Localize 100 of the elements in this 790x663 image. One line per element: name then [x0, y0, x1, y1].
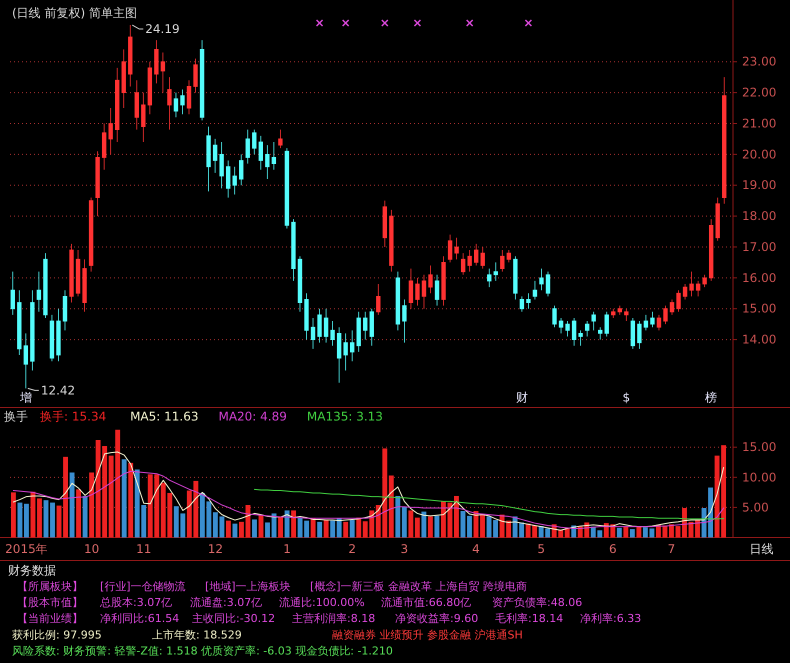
candlestick — [402, 299, 407, 344]
candlestick — [526, 292, 531, 310]
candlestick — [226, 160, 230, 198]
bar — [428, 516, 433, 538]
y-tick-label: 10.00 — [742, 470, 776, 484]
candlestick — [604, 311, 609, 337]
x-tick-label: 2015年 — [5, 542, 48, 556]
candlestick — [454, 237, 459, 260]
candlestick — [154, 40, 159, 84]
x-tick-label: 5 — [537, 542, 545, 556]
text: 融资融券 业绩预升 参股金融 沪港通SH — [332, 628, 523, 642]
candlestick — [232, 166, 237, 195]
text: 流通盘:3.07亿 — [190, 596, 262, 609]
candlestick — [415, 277, 420, 306]
bar — [82, 496, 88, 538]
annotation: 24.19 — [145, 22, 180, 36]
bar — [122, 459, 127, 538]
bar — [167, 492, 172, 538]
text: [概念]一新三板 金融改革 上海自贸 跨境电商 — [310, 580, 528, 593]
bar — [226, 520, 231, 538]
candlestick — [396, 271, 400, 331]
candlestick — [670, 299, 674, 316]
candlestick — [108, 108, 113, 155]
candlestick — [330, 320, 335, 346]
x-tick-label: 增 — [18, 390, 32, 404]
candlestick — [343, 333, 348, 371]
candlestick — [663, 305, 668, 325]
candlestick — [702, 274, 707, 288]
text: 流通比:100.00% — [279, 596, 365, 609]
candlestick — [200, 40, 204, 121]
x-tick-label: 2 — [348, 542, 356, 556]
candlestick — [460, 252, 466, 276]
candlestick — [448, 234, 452, 263]
text: 财务数据 — [8, 564, 56, 578]
x-tick-label: 6 — [609, 542, 617, 556]
bar — [252, 519, 257, 538]
candlestick — [441, 256, 446, 306]
candlestick — [62, 290, 68, 331]
text: 【所属板块】 — [17, 580, 83, 593]
candlestick — [82, 258, 87, 312]
candlestick — [682, 284, 688, 300]
candlestick — [539, 268, 544, 291]
line-series — [254, 488, 724, 520]
text: 毛利率:18.14 — [495, 612, 564, 625]
candlestick — [546, 271, 550, 297]
candlestick — [24, 333, 28, 389]
x-tick-label: 7 — [668, 542, 676, 556]
candlestick — [422, 274, 426, 310]
text: 净利率:6.33 — [580, 612, 642, 625]
candlestick — [212, 138, 218, 174]
text: 总股本:3.07亿 — [99, 596, 172, 609]
candlestick — [689, 271, 694, 297]
text: 【当前业绩】 — [17, 612, 83, 625]
candlestick — [10, 271, 15, 316]
candlestick — [578, 330, 583, 346]
candlestick — [43, 252, 48, 318]
bar — [284, 510, 290, 538]
candlestick — [30, 290, 35, 371]
bar — [10, 492, 16, 538]
text: 风险系数: 财务预警: 轻警-Z值: 1.518 优质资产率: -6.03 现金负债比: -1.210 — [12, 644, 393, 658]
candlestick — [356, 311, 361, 352]
text: 净利同比:61.54 — [100, 612, 180, 625]
bar — [291, 510, 296, 538]
candlestick — [167, 76, 172, 130]
text: MA5: 11.63 — [130, 410, 198, 424]
bar — [180, 513, 186, 538]
bar — [362, 521, 368, 538]
candlestick — [722, 76, 726, 204]
candlestick — [637, 320, 642, 350]
x-tick-label: 榜 — [705, 390, 718, 404]
bar — [317, 522, 322, 538]
bar — [141, 505, 146, 538]
candlestick — [50, 314, 54, 362]
candlestick — [298, 256, 302, 312]
candlestick — [180, 89, 185, 115]
chart-title: 换手 — [4, 410, 28, 424]
candlestick — [382, 200, 388, 248]
x-tick-label: 3 — [400, 542, 408, 556]
candlestick — [102, 123, 106, 170]
candlestick — [193, 58, 198, 94]
x-tick-label: $ — [622, 390, 630, 404]
candlestick — [474, 243, 478, 266]
candlestick — [219, 142, 224, 189]
candlestick — [598, 326, 602, 340]
line-series — [12, 452, 724, 531]
candlestick — [363, 311, 368, 340]
candlestick — [480, 246, 485, 269]
candlestick — [389, 210, 394, 272]
bar — [343, 522, 348, 538]
candlestick — [128, 24, 132, 87]
x-tick-label: 1 — [283, 542, 291, 556]
candlestick — [611, 308, 616, 318]
candlestick — [317, 308, 322, 344]
candlestick — [324, 308, 328, 344]
candlestick — [291, 218, 296, 282]
candlestick — [428, 265, 433, 294]
candlestick — [624, 308, 629, 322]
annotation: 12.42 — [40, 383, 76, 398]
candlestick — [304, 292, 309, 340]
bar — [232, 524, 238, 538]
